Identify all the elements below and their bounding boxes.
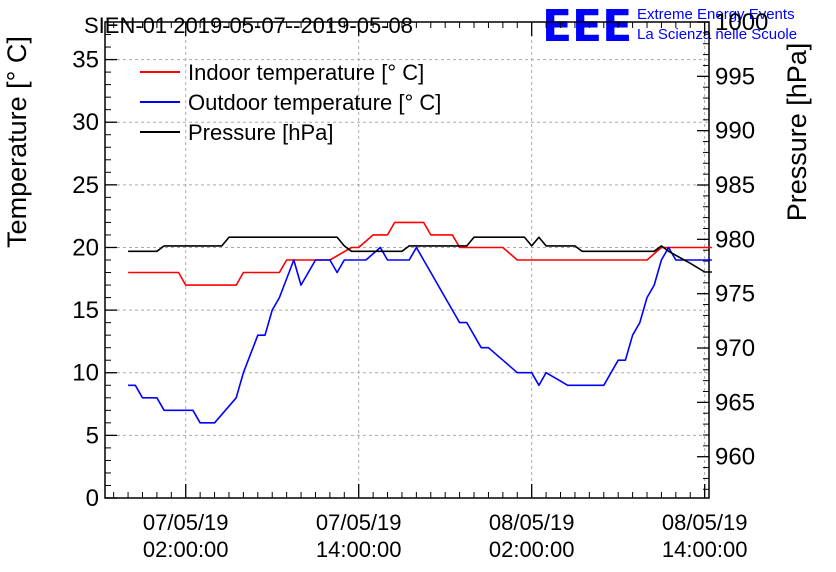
outdoor-temperature-line xyxy=(128,246,712,424)
x-tick-time: 02:00:00 xyxy=(143,537,229,562)
left-tick-label: 25 xyxy=(72,172,99,199)
x-tick-time: 02:00:00 xyxy=(489,537,575,562)
left-tick-label: 35 xyxy=(72,47,99,74)
right-tick-label: 960 xyxy=(715,444,755,471)
eee-logo-line2: La Scienza nelle Scuole xyxy=(637,26,797,43)
left-tick-label: 5 xyxy=(86,422,99,449)
x-tick-date: 07/05/19 xyxy=(143,510,229,535)
right-axis: 960 965 970 975 980 985 990 995 1000 xyxy=(697,9,768,490)
eee-logo-line1: Extreme Energy Events xyxy=(637,6,795,23)
chart-title: SIEN-01 2019-05-07--2019-05-08 xyxy=(84,13,413,38)
x-tick-date: 08/05/19 xyxy=(662,510,748,535)
right-tick-label: 965 xyxy=(715,389,755,416)
right-tick-label: 990 xyxy=(715,118,755,145)
legend: Indoor temperature [° C] Outdoor tempera… xyxy=(140,60,441,145)
legend-label-pressure: Pressure [hPa] xyxy=(188,120,334,145)
legend-label-outdoor: Outdoor temperature [° C] xyxy=(188,90,441,115)
indoor-temperature-line xyxy=(128,221,712,286)
x-tick-date: 08/05/19 xyxy=(489,510,575,535)
right-tick-label: 970 xyxy=(715,335,755,362)
pressure-line xyxy=(128,236,712,273)
right-tick-label: 985 xyxy=(715,172,755,199)
right-tick-label: 1000 xyxy=(715,9,768,36)
series xyxy=(128,221,712,424)
left-axis-title: Temperature [° C] xyxy=(2,36,32,248)
grid xyxy=(105,22,709,498)
left-tick-label: 15 xyxy=(72,297,99,324)
x-tick-time: 14:00:00 xyxy=(662,537,748,562)
right-tick-label: 995 xyxy=(715,63,755,90)
legend-label-indoor: Indoor temperature [° C] xyxy=(188,60,424,85)
left-tick-label: 10 xyxy=(72,360,99,387)
left-tick-label: 20 xyxy=(72,234,99,261)
left-tick-label: 30 xyxy=(72,109,99,136)
left-tick-label: 0 xyxy=(86,485,99,512)
eee-logo: EEE Extreme Energy Events La Scienza nel… xyxy=(542,1,797,52)
x-tick-time: 14:00:00 xyxy=(316,537,402,562)
left-axis: 0 5 10 15 20 25 30 35 xyxy=(72,21,117,512)
right-axis-title: Pressure [hPa] xyxy=(782,43,812,222)
eee-logo-mark: EEE xyxy=(542,1,632,52)
x-tick-date: 07/05/19 xyxy=(316,510,402,535)
right-tick-label: 980 xyxy=(715,226,755,253)
right-tick-label: 975 xyxy=(715,281,755,308)
x-axis: 07/05/1902:00:0007/05/1914:00:0008/05/19… xyxy=(113,22,748,562)
